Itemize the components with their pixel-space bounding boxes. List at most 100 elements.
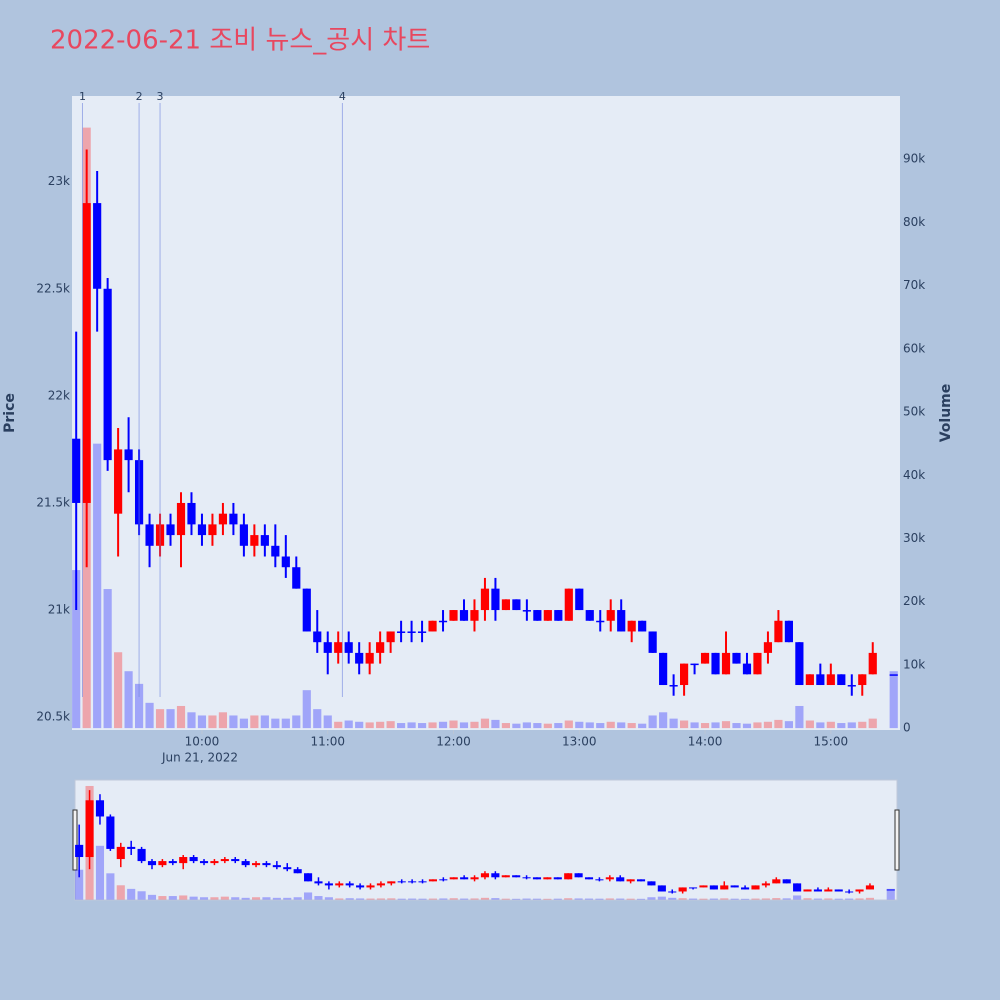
mini-volume-bar <box>834 898 843 900</box>
mini-volume-bar <box>189 896 198 900</box>
candle-body <box>218 513 228 525</box>
mini-candle-body <box>283 867 292 870</box>
volume-bar <box>386 721 395 729</box>
mini-volume-bar <box>689 898 698 900</box>
mini-candle-body <box>127 846 136 849</box>
mini-candle-body <box>512 875 521 878</box>
mini-volume-bar <box>387 898 396 900</box>
mini-candle-body <box>428 879 437 882</box>
y-tick-label: 22k <box>48 388 70 402</box>
volume-bar <box>795 705 804 729</box>
mini-candle-body <box>647 881 656 886</box>
mini-candle-body <box>834 889 843 892</box>
volume-bar <box>166 709 175 729</box>
mini-candle-body <box>761 883 770 886</box>
mini-candle-body <box>668 891 677 893</box>
candle-body <box>680 663 689 686</box>
volume-bar <box>72 570 81 729</box>
mini-volume-bar <box>709 898 718 900</box>
candle-body <box>596 620 605 623</box>
mini-volume-bar <box>657 896 666 900</box>
candle-body <box>774 620 783 643</box>
volume-bar <box>103 589 112 729</box>
mini-candle-body <box>720 885 729 890</box>
volume-bar <box>93 443 102 729</box>
mini-candle-body <box>304 873 313 882</box>
volume-bar <box>554 723 563 729</box>
candle-body <box>606 610 615 621</box>
mini-candle-body <box>751 885 760 890</box>
volume-bar <box>638 723 647 729</box>
mini-volume-bar <box>324 897 333 900</box>
candle-body <box>711 652 720 675</box>
candle-body <box>449 610 458 621</box>
candle-body <box>638 620 647 632</box>
candle-body <box>533 610 542 621</box>
annotation-layer: 20.5k 21k 21.5k 22k 22.5k 23k 0 10k 20k 30k 40k 50k… <box>36 90 925 749</box>
mini-volume-bar <box>95 845 105 900</box>
y2-tick-label: 60k <box>903 341 925 355</box>
mini-candle-body <box>85 800 94 858</box>
range-handle[interactable] <box>894 809 900 871</box>
mini-candle-body <box>480 873 490 878</box>
mini-candle-body <box>501 875 510 878</box>
plot-area <box>72 96 900 730</box>
volume-bar <box>816 722 825 729</box>
mini-volume-bar <box>595 898 604 900</box>
mini-volume-bar <box>408 898 417 900</box>
annotation-label: 1 <box>79 90 86 103</box>
mini-candle-body <box>564 873 573 880</box>
mini-candle-body <box>408 881 417 883</box>
candle-body <box>753 652 762 675</box>
volume-bar <box>617 722 626 729</box>
mini-candle-body <box>75 844 84 858</box>
mini-candle-body <box>262 863 271 866</box>
candle-body <box>438 620 448 623</box>
volume-bar <box>491 719 500 729</box>
candle-body <box>323 642 332 653</box>
volume-bar <box>711 722 720 729</box>
mini-volume-bar <box>314 896 323 900</box>
candle-body <box>334 642 343 653</box>
volume-bar <box>334 721 343 729</box>
volume-bar <box>837 723 846 729</box>
candle-body <box>397 631 406 633</box>
volume-bar <box>847 722 856 729</box>
mini-volume-bar <box>730 898 739 900</box>
mini-volume-bar <box>304 892 313 900</box>
mini-candle-body <box>595 879 604 881</box>
mini-candle-body <box>813 889 822 892</box>
volume-bar <box>407 722 416 729</box>
mini-volume-bar <box>480 897 490 900</box>
range-handle[interactable] <box>72 809 78 871</box>
candle-body <box>627 620 636 632</box>
mini-volume-bar <box>158 896 167 900</box>
volume-bar <box>281 718 290 729</box>
mini-candle-body <box>532 877 542 880</box>
mini-candle-body <box>460 877 469 880</box>
candle-body <box>889 674 898 676</box>
volume-bar <box>323 715 332 729</box>
range-slider[interactable] <box>74 779 898 901</box>
mini-candle-body <box>730 885 739 888</box>
mini-candle-body <box>272 865 281 868</box>
mini-candle-body <box>657 885 666 892</box>
mini-volume-bar <box>376 898 385 900</box>
mini-volume-bar <box>366 898 375 900</box>
candle-body <box>784 620 793 643</box>
mini-candle-body <box>824 889 833 892</box>
volume-bar <box>826 721 835 729</box>
mini-volume-bar <box>772 898 781 900</box>
candle-body <box>239 524 248 546</box>
y2-tick-label: 80k <box>903 215 925 229</box>
candle-body <box>386 631 395 643</box>
mini-candle-body <box>470 877 479 880</box>
volume-bar <box>774 719 783 729</box>
y-tick-label: 21k <box>48 603 70 617</box>
candle-body <box>543 610 552 621</box>
candle-body <box>271 545 280 557</box>
volume-bar <box>438 721 448 729</box>
mini-volume-bar <box>428 898 437 900</box>
volume-bar <box>292 715 301 729</box>
candle-body <box>470 610 479 621</box>
